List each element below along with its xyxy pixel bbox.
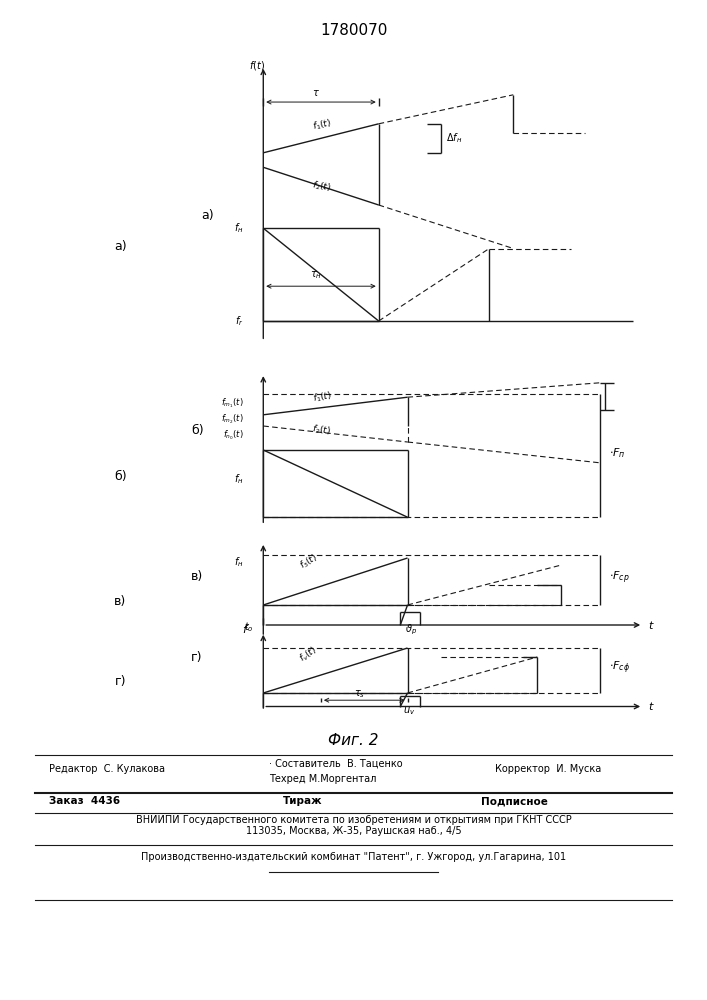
Text: а): а) xyxy=(114,240,127,253)
Text: Фиг. 2: Фиг. 2 xyxy=(328,733,379,748)
Text: $\cdot F_{cp}$: $\cdot F_{cp}$ xyxy=(609,569,630,586)
Text: г): г) xyxy=(191,652,203,664)
Text: $\cdot F_{c\phi}$: $\cdot F_{c\phi}$ xyxy=(609,660,631,676)
Text: $t$: $t$ xyxy=(648,619,655,631)
Text: б): б) xyxy=(114,470,127,483)
Text: а): а) xyxy=(201,210,214,223)
Text: Корректор  И. Муска: Корректор И. Муска xyxy=(495,764,601,774)
Text: $f(t)$: $f(t)$ xyxy=(249,59,265,72)
Text: $\tau_s$: $\tau_s$ xyxy=(354,689,365,700)
Text: $f_1(t)$: $f_1(t)$ xyxy=(311,117,333,133)
Text: $f_{n_0}(t)$: $f_{n_0}(t)$ xyxy=(223,428,244,442)
Text: Тираж: Тираж xyxy=(283,796,322,806)
Text: $f$: $f$ xyxy=(242,623,249,635)
Text: $f_{2}(t)$: $f_{2}(t)$ xyxy=(311,422,332,438)
Text: Заказ  4436: Заказ 4436 xyxy=(49,796,121,806)
Text: $f_{1}(t)$: $f_{1}(t)$ xyxy=(311,390,332,406)
Text: · Составитель  В. Таценко: · Составитель В. Таценко xyxy=(269,759,402,769)
Text: в): в) xyxy=(114,595,127,608)
Text: $f_н$: $f_н$ xyxy=(235,472,244,486)
Text: 113035, Москва, Ж-35, Раушская наб., 4/5: 113035, Москва, Ж-35, Раушская наб., 4/5 xyxy=(246,826,461,836)
Text: $f_r$: $f_r$ xyxy=(235,314,244,328)
Text: $\cdot F_п$: $\cdot F_п$ xyxy=(609,446,626,460)
Text: $\vartheta_p$: $\vartheta_p$ xyxy=(405,622,417,637)
Text: $f_2(t)$: $f_2(t)$ xyxy=(311,178,332,194)
Text: $f_{m_2}(t)$: $f_{m_2}(t)$ xyxy=(221,412,244,426)
Text: в): в) xyxy=(191,570,204,583)
Text: $f_3(t)$: $f_3(t)$ xyxy=(297,551,320,572)
Text: $f_v(t)$: $f_v(t)$ xyxy=(297,644,320,665)
Text: б): б) xyxy=(191,424,204,437)
Text: Техред М.Моргентал: Техред М.Моргентал xyxy=(269,774,376,784)
Text: г): г) xyxy=(115,675,126,688)
Text: $\tau_н$: $\tau_н$ xyxy=(310,269,322,281)
Text: Производственно-издательский комбинат "Патент", г. Ужгород, ул.Гагарина, 101: Производственно-издательский комбинат "П… xyxy=(141,852,566,862)
Text: $u_v$: $u_v$ xyxy=(403,705,415,717)
Text: $t_o$: $t_o$ xyxy=(244,620,254,634)
Text: $\Delta f_н$: $\Delta f_н$ xyxy=(446,131,462,145)
Text: Подписное: Подписное xyxy=(481,796,548,806)
Text: $f_н$: $f_н$ xyxy=(235,555,244,569)
Text: $\tau$: $\tau$ xyxy=(312,88,320,98)
Text: 1780070: 1780070 xyxy=(320,23,387,38)
Text: $t$: $t$ xyxy=(648,700,655,712)
Text: $f_н$: $f_н$ xyxy=(235,221,244,235)
Text: ВНИИПИ Государственного комитета по изобретениям и открытиям при ГКНТ СССР: ВНИИПИ Государственного комитета по изоб… xyxy=(136,815,571,825)
Text: $f_{m_1}(t)$: $f_{m_1}(t)$ xyxy=(221,396,244,410)
Text: Редактор  С. Кулакова: Редактор С. Кулакова xyxy=(49,764,165,774)
